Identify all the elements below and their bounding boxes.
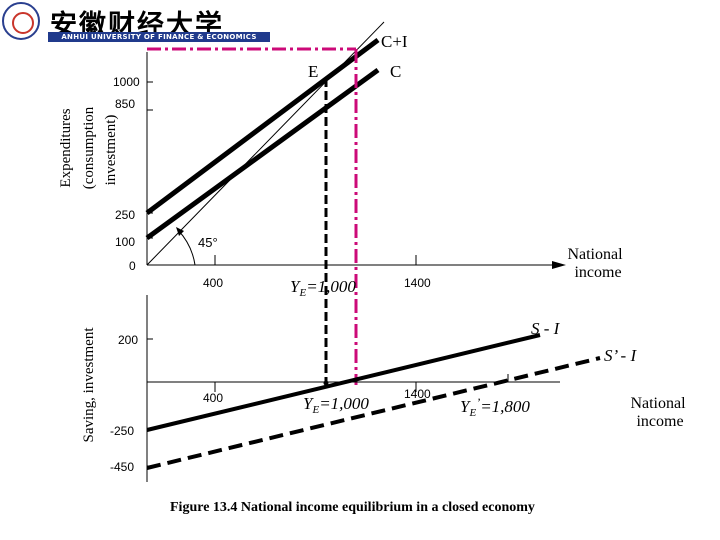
top-x-axis-label-line1: National [567,246,623,263]
s-prime-minus-i-label: S’ - I [604,346,637,365]
top-y-tick-0: 0 [129,259,136,273]
45-degree-line [146,21,385,266]
bottom-y-tick-minus-250: -250 [110,424,134,438]
top-y-tick-250: 250 [115,208,135,222]
top-x-tick-400: 400 [203,276,223,290]
bottom-x-axis-label-line1: National [630,395,686,412]
c-plus-i-label: C+I [381,32,408,51]
top-y-axis-label-line3: investment) [103,115,119,186]
top-x-axis-label-line2: income [574,264,621,281]
bottom-x-tick-400: 400 [203,391,223,405]
c-label: C [390,62,401,81]
top-y-tick-1000: 1000 [113,75,140,89]
c-line [145,67,380,241]
university-logo: 安徽财经大学 ANHUI UNIVERSITY OF FINANCE & ECO… [0,0,276,44]
bottom-x-axis-label-line2: income [636,413,683,430]
s-minus-i-line [146,333,541,432]
equilibrium-point-marker [323,380,329,386]
new-equilibrium-label: YE’=1,800 [460,395,530,419]
c-plus-i-line [145,37,380,216]
angle-label: 45° [198,235,218,250]
seal-icon [2,2,40,40]
s-prime-minus-i-line [146,356,601,470]
bottom-y-tick-200: 200 [118,333,138,347]
logo-name-en: ANHUI UNIVERSITY OF FINANCE & ECONOMICS [48,32,270,42]
top-equilibrium-label: YE=1,000 [290,277,356,299]
bottom-y-axis-label: Saving, investment [81,327,97,443]
bottom-x-tick-1400: 1400 [404,387,431,401]
top-y-tick-100: 100 [115,235,135,249]
figure-caption: Figure 13.4 National income equilibrium … [170,500,535,515]
angle-arrow-icon [176,227,184,236]
top-y-axis-label-line1: Expenditures [58,108,74,187]
top-y-tick-850: 850 [115,97,135,111]
angle-arc-icon [177,229,196,266]
top-y-axis-label-line2: (consumption [81,106,97,189]
bottom-y-tick-minus-450: -450 [110,460,134,474]
s-minus-i-label: S - I [531,319,561,338]
top-x-axis-arrow-icon [552,261,566,269]
bottom-equilibrium-label: YE=1,000 [303,394,369,416]
top-x-tick-1400: 1400 [404,276,431,290]
equilibrium-point-e-label: E [308,62,318,81]
